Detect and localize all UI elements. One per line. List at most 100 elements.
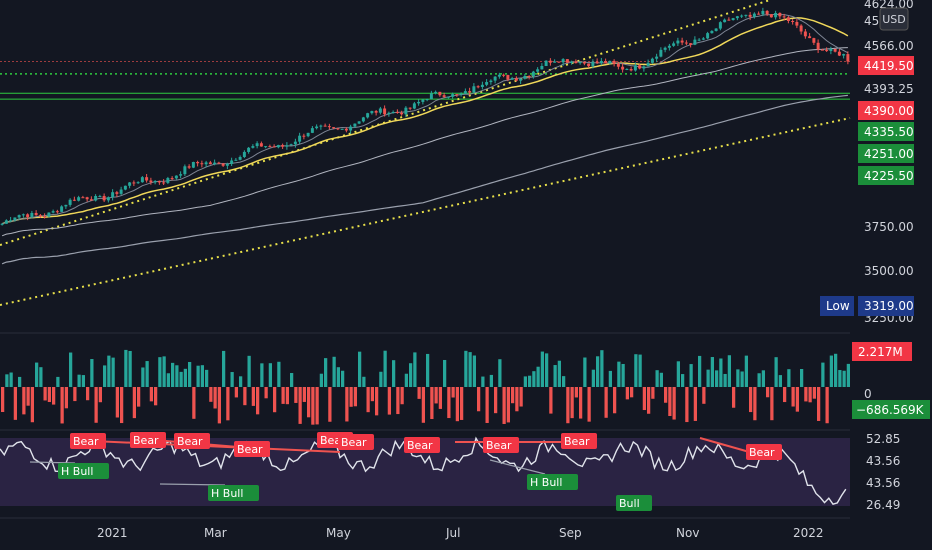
volume-bar [52,387,56,405]
volume-bar [353,387,357,407]
volume-bar [141,367,145,387]
volume-bar [583,357,587,387]
candle-body [383,108,387,115]
volume-bar [175,365,179,387]
candle-body [238,157,242,160]
volume-bar [64,387,68,409]
candle-body [208,162,212,165]
candle-body [842,54,846,56]
volume-bar [778,375,782,387]
badge-4251 [858,144,914,163]
currency-label: USD [882,13,906,26]
volume-bar [489,374,493,387]
svg-text:43.56: 43.56 [866,454,900,468]
signal-label-text: Bear [749,446,775,459]
volume-bar [247,355,251,387]
volume-bar [47,387,51,403]
candle-body [374,111,378,113]
svg-text:Low: Low [826,299,850,313]
volume-bar [579,387,583,419]
currency-badge[interactable]: USD [879,7,909,31]
volume-bar [171,362,175,387]
volume-bar [396,387,400,415]
candle-body [833,48,837,52]
candle-body [701,38,705,40]
candle-body [574,61,578,64]
tick-label: 4393.25 [864,82,914,96]
candle-body [723,19,727,23]
volume-bar [596,356,600,387]
volume-bar [829,355,833,387]
volume-bar [56,376,60,387]
volume-bar [158,357,162,387]
volume-bar [681,374,685,387]
candle-body [769,14,773,18]
candle-body [366,113,370,118]
bull-divergence-line [29,461,76,464]
signal-label-bear: Bear [174,433,210,449]
signal-label-bull: H Bull [527,474,578,490]
candle-body [502,74,506,76]
volume-bar [570,387,574,419]
volume-bar [281,387,285,404]
ma-20-line [1,13,849,225]
volume-bar [103,365,107,387]
volume-bar [132,387,136,419]
candle-body [752,13,756,17]
volume-bar [124,349,128,387]
svg-text:4225.50: 4225.50 [864,169,914,183]
volume-bar [443,359,447,387]
candle-body [519,78,523,81]
candle-body [77,197,81,201]
tick-label: 3500.00 [864,264,914,278]
low-badge: Low 3319.00 [820,296,914,316]
candle-body [706,33,710,39]
ma-50-line [1,17,849,225]
candle-body [187,166,191,168]
volume-bar [532,371,536,387]
candle-body [774,12,778,18]
candle-body [255,143,259,147]
candle-body [689,43,693,45]
candle-body [234,159,238,161]
signal-label-bear: Bear [746,444,782,460]
volume-bar [557,360,561,387]
time-axis: 2021 Mar May Jul Sep Nov 2022 [97,526,824,540]
candle-body [43,216,47,218]
candle-body [166,178,170,183]
volume-bar [217,387,221,424]
candle-body [510,78,514,80]
candle-body [106,197,110,201]
volume-bar [145,361,149,387]
volume-bar [574,387,578,398]
volume-bar [842,370,846,387]
candle-body [336,128,340,130]
candle-body [786,17,790,22]
candle-body [527,75,531,77]
volume-bar [98,387,102,403]
candle-body [38,215,42,217]
volume-bar [795,387,799,412]
volume-bar [379,371,383,387]
candle-body [438,91,442,96]
volume-bar [523,376,527,387]
volume-bar [273,387,277,413]
signal-label-box [174,433,210,449]
candle-body [472,86,476,93]
volume-bar [392,360,396,387]
candle-body [591,61,595,67]
candle-body [536,69,540,72]
signal-label-text: Bull [619,497,640,510]
volume-bar [502,387,506,424]
volume-bar [591,369,595,387]
signal-label-text: H Bull [61,465,93,478]
volume-bar [260,363,264,387]
candle-body [259,143,263,147]
signal-label-text: Bear [486,439,512,452]
volume-bar [277,361,281,387]
volume-axis: 2.217M 0 −686.569K [852,342,930,419]
svg-text:4335.50: 4335.50 [864,125,914,139]
candle-body [196,162,200,164]
candle-body [761,10,765,15]
